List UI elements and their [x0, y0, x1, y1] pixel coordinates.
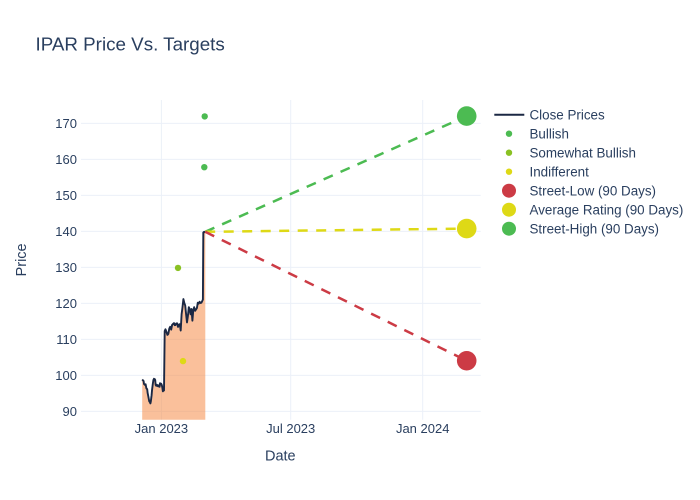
svg-text:Close Prices: Close Prices — [530, 107, 605, 122]
svg-text:90: 90 — [63, 404, 77, 419]
svg-text:Jan 2024: Jan 2024 — [396, 421, 450, 436]
svg-text:Jul 2023: Jul 2023 — [266, 421, 315, 436]
svg-text:150: 150 — [55, 188, 77, 203]
svg-text:IPAR Price Vs. Targets: IPAR Price Vs. Targets — [36, 34, 225, 55]
svg-text:Somewhat Bullish: Somewhat Bullish — [530, 145, 636, 160]
svg-text:160: 160 — [55, 152, 77, 167]
svg-text:Price: Price — [14, 243, 30, 276]
svg-text:Jan 2023: Jan 2023 — [135, 421, 189, 436]
svg-text:130: 130 — [55, 260, 77, 275]
svg-text:Indifferent: Indifferent — [530, 164, 590, 179]
svg-text:Date: Date — [265, 449, 296, 465]
svg-text:Average Rating (90 Days): Average Rating (90 Days) — [530, 202, 684, 217]
svg-text:Bullish: Bullish — [530, 126, 569, 141]
svg-text:120: 120 — [55, 296, 77, 311]
svg-text:170: 170 — [55, 116, 77, 131]
svg-text:Street-Low (90 Days): Street-Low (90 Days) — [530, 183, 657, 198]
svg-text:110: 110 — [56, 332, 77, 347]
svg-text:100: 100 — [55, 368, 77, 383]
svg-text:140: 140 — [55, 224, 77, 239]
svg-text:Street-High (90 Days): Street-High (90 Days) — [530, 221, 660, 236]
